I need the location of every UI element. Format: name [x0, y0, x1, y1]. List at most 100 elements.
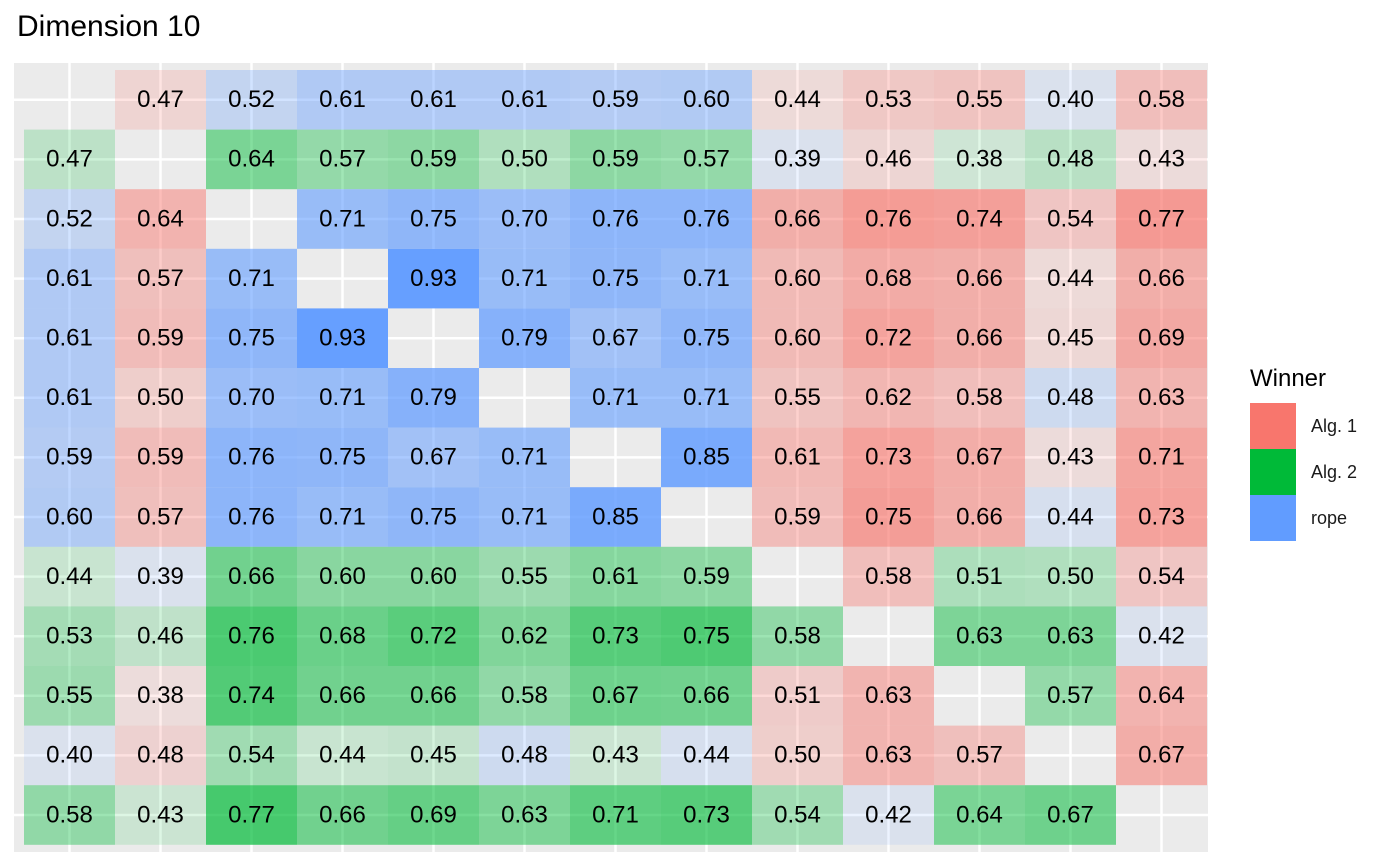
heatmap-cell [115, 427, 206, 488]
cell-label: 0.62 [501, 623, 548, 650]
cell-label: 0.70 [501, 205, 548, 232]
cell-label: 0.43 [1138, 146, 1185, 173]
heatmap-cell [388, 70, 479, 130]
heatmap-cell [934, 70, 1025, 130]
cell-label: 0.52 [228, 86, 275, 113]
heatmap-cell [206, 248, 297, 309]
cell-label: 0.72 [865, 325, 912, 352]
heatmap-cell [206, 666, 297, 726]
heatmap-cell [297, 725, 388, 786]
cell-label: 0.46 [865, 146, 912, 173]
heatmap-cell [1116, 308, 1207, 368]
heatmap-cell [24, 725, 115, 786]
cell-label: 0.66 [683, 682, 730, 709]
heatmap-cell [1116, 129, 1207, 190]
heatmap-cell [297, 546, 388, 607]
cell-label: 0.67 [956, 444, 1003, 471]
cell-label: 0.54 [228, 742, 275, 769]
heatmap-cell [752, 666, 843, 726]
heatmap-cell [1116, 546, 1207, 607]
heatmap-cell [388, 725, 479, 786]
cell-label: 0.66 [956, 503, 1003, 530]
heatmap-cell [934, 308, 1025, 368]
heatmap-cell [661, 725, 752, 786]
cell-label: 0.68 [865, 265, 912, 292]
cell-label: 0.63 [956, 623, 1003, 650]
heatmap-cell [661, 666, 752, 726]
cell-label: 0.63 [865, 682, 912, 709]
heatmap-cell [24, 248, 115, 309]
legend-label-alg2: Alg. 2 [1311, 461, 1358, 482]
heatmap-cell [661, 248, 752, 309]
heatmap-cell [115, 368, 206, 428]
cell-label: 0.50 [137, 384, 184, 411]
heatmap-cell [297, 606, 388, 666]
heatmap-cell [24, 308, 115, 368]
heatmap-cell [479, 666, 570, 726]
heatmap-cell [297, 666, 388, 726]
heatmap-cell [115, 785, 206, 845]
heatmap-cell [297, 785, 388, 845]
cell-label: 0.42 [1138, 623, 1185, 650]
cell-label: 0.67 [1047, 801, 1094, 828]
cell-label: 0.85 [592, 503, 639, 530]
heatmap-cell [1025, 248, 1116, 309]
cell-label: 0.57 [137, 503, 184, 530]
legend-swatch-alg2 [1250, 449, 1296, 495]
heatmap-cell [115, 666, 206, 726]
cell-label: 0.93 [410, 265, 457, 292]
heatmap-cell [388, 368, 479, 428]
cell-label: 0.60 [410, 563, 457, 590]
heatmap-cell [843, 427, 934, 488]
heatmap-cell [661, 427, 752, 488]
cell-label: 0.61 [410, 86, 457, 113]
cell-label: 0.76 [592, 205, 639, 232]
cell-label: 0.69 [1138, 325, 1185, 352]
heatmap-cell [206, 368, 297, 428]
cell-label: 0.55 [774, 384, 821, 411]
cell-label: 0.61 [319, 86, 366, 113]
heatmap-cell [1116, 606, 1207, 666]
cell-label: 0.76 [228, 444, 275, 471]
cell-label: 0.71 [592, 384, 639, 411]
heatmap-cell [388, 606, 479, 666]
legend-swatch-alg1 [1250, 403, 1296, 449]
cell-label: 0.58 [865, 563, 912, 590]
cell-label: 0.55 [956, 86, 1003, 113]
cell-label: 0.64 [956, 801, 1003, 828]
cell-label: 0.71 [319, 205, 366, 232]
cell-label: 0.71 [319, 503, 366, 530]
cell-label: 0.44 [774, 86, 821, 113]
heatmap-cell [479, 427, 570, 488]
cell-label: 0.75 [410, 503, 457, 530]
heatmap-cell [24, 785, 115, 845]
cell-label: 0.59 [137, 325, 184, 352]
heatmap-cell [24, 189, 115, 249]
cell-label: 0.58 [956, 384, 1003, 411]
cell-label: 0.64 [228, 146, 275, 173]
cell-label: 0.79 [410, 384, 457, 411]
cell-label: 0.45 [1047, 325, 1094, 352]
heatmap-cell [388, 785, 479, 845]
cell-label: 0.39 [774, 146, 821, 173]
heatmap-cell [570, 725, 661, 786]
heatmap-cell [479, 248, 570, 309]
heatmap-cell [297, 129, 388, 190]
legend-title: Winner [1250, 365, 1327, 392]
cell-label: 0.75 [683, 325, 730, 352]
heatmap-cell [24, 427, 115, 488]
cell-label: 0.74 [956, 205, 1003, 232]
cell-label: 0.50 [774, 742, 821, 769]
heatmap-cell [24, 487, 115, 547]
heatmap-cell [24, 546, 115, 607]
heatmap-cell [752, 785, 843, 845]
cell-label: 0.63 [1047, 623, 1094, 650]
heatmap-cell [1116, 189, 1207, 249]
cell-label: 0.46 [137, 623, 184, 650]
chart-title: Dimension 10 [17, 10, 201, 43]
heatmap-cell [843, 785, 934, 845]
cell-label: 0.61 [46, 325, 93, 352]
cell-label: 0.77 [228, 801, 275, 828]
cell-label: 0.66 [1138, 265, 1185, 292]
heatmap-cell [843, 129, 934, 190]
